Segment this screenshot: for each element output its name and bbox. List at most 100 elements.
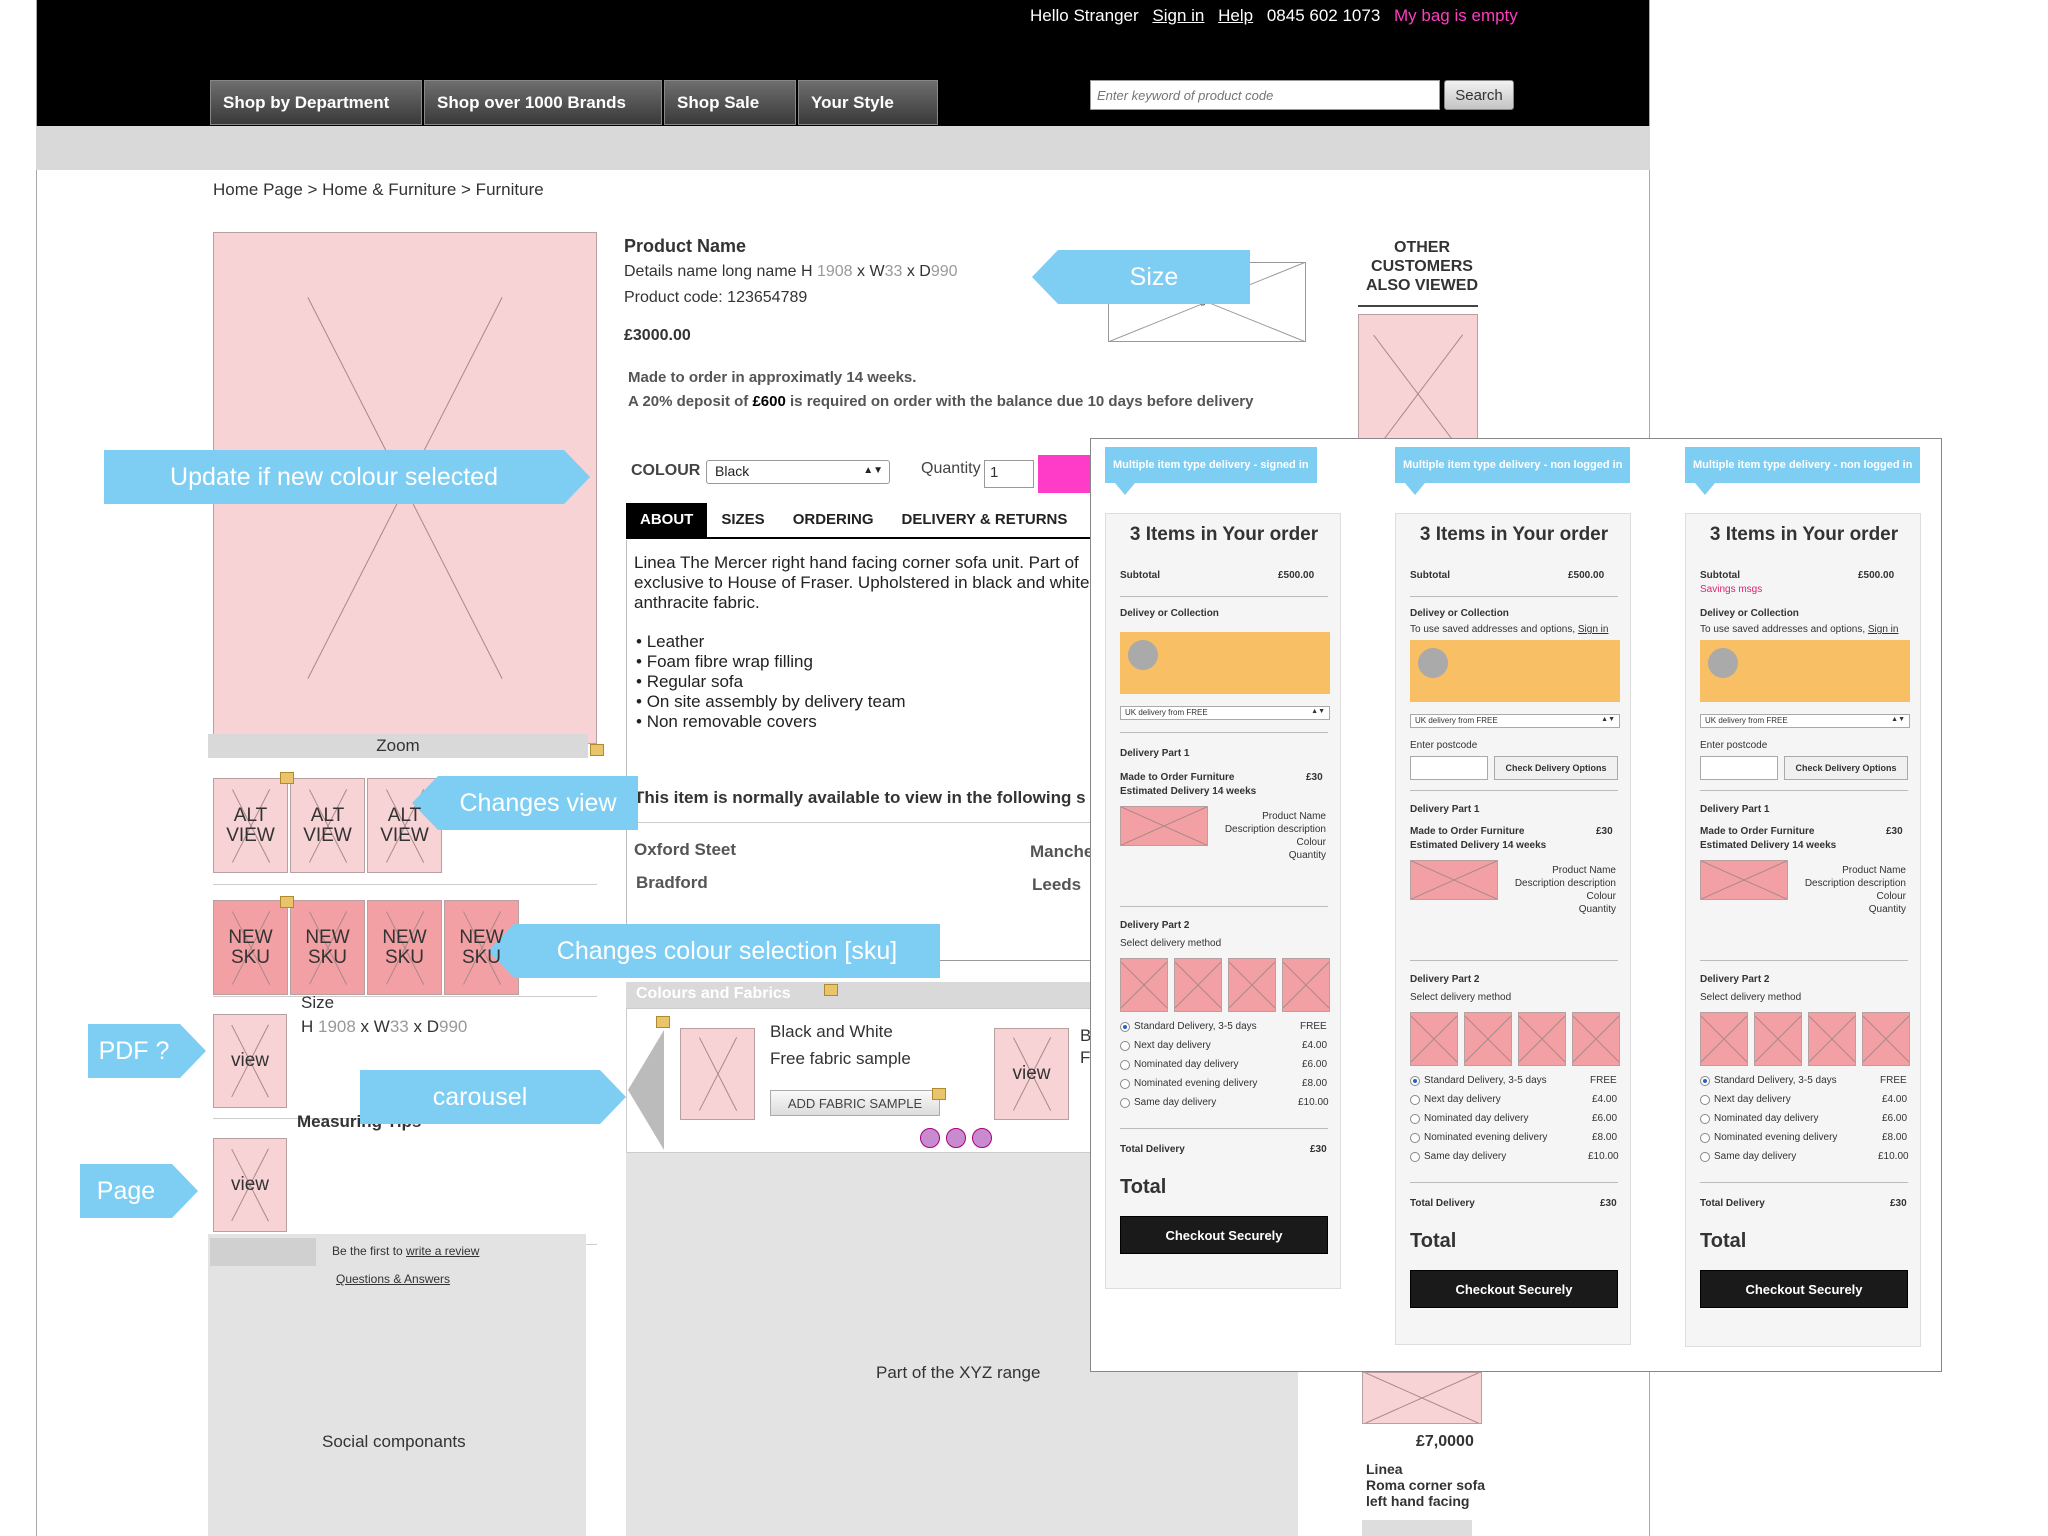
radio-nominated-day[interactable] (1410, 1114, 1420, 1124)
measuring-tips-thumb[interactable]: view (213, 1138, 287, 1232)
radio-nominated-evening[interactable] (1410, 1133, 1420, 1143)
breadcrumb[interactable]: Home Page > Home & Furniture > Furniture (213, 180, 544, 199)
postcode-label: Enter postcode (1410, 740, 1478, 751)
subtotal-label: Subtotal (1410, 570, 1450, 581)
store-name: Bradford (636, 873, 708, 892)
radio-standard[interactable] (1700, 1076, 1710, 1086)
checkout-button[interactable]: Checkout Securely (1700, 1270, 1908, 1308)
tab-ordering[interactable]: ORDERING (792, 511, 874, 528)
fabric-swatch[interactable] (680, 1028, 755, 1120)
bag-status-link[interactable]: My bag is empty (1394, 6, 1518, 25)
new-sku-thumb[interactable]: NEW SKU (444, 900, 519, 995)
subtotal-label: Subtotal (1120, 570, 1160, 581)
alt-view-thumb[interactable]: ALT VIEW (213, 778, 288, 873)
social-components: Social componants (322, 1432, 466, 1451)
sub-nav-bar (36, 126, 1650, 170)
new-sku-thumb[interactable]: NEW SKU (367, 900, 442, 995)
nav-shop-sale[interactable]: Shop Sale (664, 80, 796, 125)
total-label: Total (1410, 1230, 1457, 1252)
tab-about[interactable]: ABOUT (626, 503, 708, 537)
nav-shop-by-department[interactable]: Shop by Department (210, 80, 422, 125)
radio-next-day[interactable] (1410, 1095, 1420, 1105)
total-delivery-label: Total Delivery (1410, 1198, 1475, 1209)
fabric-swatch[interactable]: view (994, 1028, 1069, 1120)
radio-nominated-day[interactable] (1700, 1114, 1710, 1124)
search-input[interactable] (1090, 80, 1440, 110)
also-viewed-name[interactable]: Linea Roma corner sofa left hand facing (1366, 1461, 1486, 1509)
help-link[interactable]: Help (1218, 6, 1254, 25)
radio-nominated-day[interactable] (1120, 1060, 1130, 1070)
delivery-collection-panel[interactable] (1700, 640, 1910, 702)
radio-standard[interactable] (1120, 1022, 1130, 1032)
new-sku-thumb[interactable]: NEW SKU (213, 900, 288, 995)
delivery-collection-panel[interactable] (1410, 640, 1620, 702)
nav-your-style[interactable]: Your Style (798, 80, 938, 125)
check-delivery-button[interactable]: Check Delivery Options (1784, 756, 1908, 780)
new-sku-thumb[interactable]: NEW SKU (290, 900, 365, 995)
radio-same-day[interactable] (1120, 1098, 1130, 1108)
callout-changes-colour: Changes colour selection [sku] (488, 924, 940, 978)
write-review-link[interactable]: write a review (406, 1244, 480, 1258)
nav-shop-brands[interactable]: Shop over 1000 Brands (424, 80, 662, 125)
also-viewed-image[interactable] (1362, 1372, 1482, 1424)
carousel-dot[interactable] (972, 1128, 992, 1148)
checkout-button[interactable]: Checkout Securely (1120, 1216, 1328, 1254)
option-label: Next day delivery (1424, 1094, 1501, 1105)
sign-in-link[interactable]: Sign in (1152, 6, 1205, 25)
tab-sizes[interactable]: SIZES (721, 511, 765, 528)
add-to-bag-button[interactable] (1038, 455, 1094, 493)
radio-nominated-evening[interactable] (1120, 1079, 1130, 1089)
colour-select[interactable]: Black ▲▼ (706, 460, 890, 484)
item-thumb (1120, 806, 1208, 846)
fabric-sub-cut: F (1080, 1048, 1091, 1067)
tab-delivery-returns[interactable]: DELIVERY & RETURNS (901, 511, 1068, 528)
option-price: £8.00 (1302, 1078, 1328, 1089)
postcode-input[interactable] (1410, 756, 1488, 780)
quantity-input[interactable]: 1 (984, 460, 1034, 488)
carousel-prev-icon[interactable] (628, 1030, 664, 1150)
delivery-overlay: Multiple item type delivery - signed in … (1090, 438, 1942, 1372)
delivery-collection-panel[interactable] (1120, 632, 1330, 694)
uk-delivery-select[interactable]: UK delivery from FREE ▲▼ (1410, 714, 1620, 728)
alt-view-thumb[interactable]: ALT VIEW (367, 778, 442, 873)
option-price: £10.00 (1588, 1151, 1619, 1162)
radio-same-day[interactable] (1410, 1152, 1420, 1162)
search-button[interactable]: Search (1444, 80, 1514, 110)
option-price: £8.00 (1882, 1132, 1908, 1143)
radio-same-day[interactable] (1700, 1152, 1710, 1162)
item-thumb (1120, 958, 1168, 1012)
add-fabric-sample-button[interactable]: ADD FABRIC SAMPLE (770, 1090, 940, 1116)
zoom-button[interactable]: Zoom (208, 734, 588, 758)
uk-delivery-select[interactable]: UK delivery from FREE ▲▼ (1120, 706, 1330, 720)
made-to-order-label: Made to Order Furniture (1700, 826, 1815, 837)
item-thumb (1862, 1012, 1910, 1066)
range-note: Part of the XYZ range (876, 1363, 1041, 1382)
alt-view-thumb[interactable]: ALT VIEW (290, 778, 365, 873)
checkout-button[interactable]: Checkout Securely (1410, 1270, 1618, 1308)
radio-next-day[interactable] (1700, 1095, 1710, 1105)
carousel-dot[interactable] (920, 1128, 940, 1148)
select-arrows-icon: ▲▼ (1601, 716, 1615, 723)
product-name: Product Name (624, 236, 747, 256)
uk-delivery-select[interactable]: UK delivery from FREE ▲▼ (1700, 714, 1910, 728)
check-delivery-button[interactable]: Check Delivery Options (1494, 756, 1618, 780)
item-thumb (1518, 1012, 1566, 1066)
option-price: £10.00 (1878, 1151, 1909, 1162)
size-pdf-thumb[interactable]: view (213, 1014, 287, 1108)
order-panel-signed-in: 3 Items in Your order Subtotal £500.00 D… (1105, 513, 1341, 1289)
radio-next-day[interactable] (1120, 1041, 1130, 1051)
divider (1410, 1182, 1618, 1183)
total-delivery-value: £30 (1600, 1198, 1617, 1209)
sign-in-link[interactable]: Sign in (1577, 624, 1609, 635)
sign-in-link[interactable]: Sign in (1867, 624, 1899, 635)
item-thumb (1410, 1012, 1458, 1066)
new-sku-label: NEW SKU (459, 926, 504, 968)
questions-answers-link[interactable]: Questions & Answers (336, 1272, 451, 1286)
carousel-dot[interactable] (946, 1128, 966, 1148)
postcode-input[interactable] (1700, 756, 1778, 780)
radio-circle-icon (1128, 640, 1158, 670)
divider (634, 822, 1094, 823)
postcode-label: Enter postcode (1700, 740, 1768, 751)
radio-standard[interactable] (1410, 1076, 1420, 1086)
radio-nominated-evening[interactable] (1700, 1133, 1710, 1143)
